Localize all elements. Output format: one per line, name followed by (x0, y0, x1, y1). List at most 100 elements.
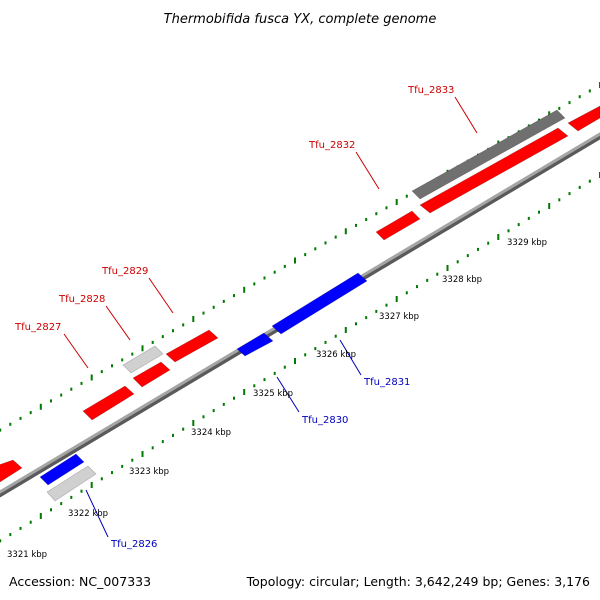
lower-tick (253, 384, 256, 388)
lower-tick (70, 495, 73, 499)
forward-gene-arrow (165, 329, 219, 363)
upper-tick (212, 305, 215, 309)
upper-tick (0, 428, 2, 432)
lower-tick (243, 389, 246, 395)
upper-tick (80, 381, 83, 385)
upper-tick (202, 311, 205, 315)
upper-tick (243, 286, 246, 293)
upper-tick (344, 228, 347, 235)
lower-tick (294, 358, 296, 364)
lower-tick (334, 334, 337, 338)
lower-tick (314, 347, 317, 351)
gene-block (411, 109, 566, 200)
lower-tick (50, 508, 52, 512)
gene-label: Tfu_2827 (14, 322, 61, 333)
ruler-label: 3326 kbp (316, 350, 356, 360)
upper-tick (9, 422, 12, 426)
upper-tick (558, 106, 561, 110)
forward-gene-arrow (132, 361, 171, 388)
lower-tick (446, 265, 449, 271)
lower-tick (588, 179, 591, 183)
lower-tick (304, 353, 307, 357)
upper-tick (233, 294, 235, 298)
upper-tick (334, 235, 337, 239)
gene-leader-line (355, 151, 380, 190)
upper-tick (548, 111, 551, 118)
lower-tick (192, 420, 195, 426)
gene-leader-line (85, 489, 109, 538)
gene-label: Tfu_2831 (363, 377, 410, 388)
lower-tick (263, 378, 266, 382)
upper-tick (304, 253, 307, 257)
upper-tick (365, 218, 368, 221)
lower-tick (182, 427, 185, 431)
reverse-gene-arrow (236, 332, 274, 357)
lower-tick (60, 502, 63, 506)
lower-tick (202, 415, 205, 419)
gene-label: Tfu_2828 (58, 294, 105, 305)
gene-label: Tfu_2829 (101, 266, 148, 277)
lower-tick (151, 446, 154, 450)
lower-tick (405, 291, 408, 295)
gene-features (0, 105, 600, 502)
lower-tick (578, 185, 581, 189)
upper-tick (161, 335, 164, 339)
lower-tick (548, 203, 551, 209)
lower-tick (172, 433, 174, 437)
upper-tick (283, 264, 286, 268)
upper-tick (578, 95, 581, 99)
reverse-gene-arrow (39, 453, 85, 486)
upper-tick (568, 101, 571, 105)
ruler-label: 3324 kbp (191, 428, 231, 438)
ruler-label: 3323 kbp (129, 467, 169, 477)
lower-tick (0, 539, 2, 543)
upper-tick (588, 89, 591, 93)
lower-tick (517, 223, 520, 227)
genome-summary-text: Topology: circular; Length: 3,642,249 bp… (246, 574, 590, 589)
lower-tick (477, 247, 479, 251)
lower-tick (487, 241, 490, 245)
forward-gene-arrow (567, 105, 600, 132)
lower-tick (100, 477, 103, 481)
ruler-label: 3329 kbp (507, 238, 547, 248)
gene-leader-line (148, 277, 174, 314)
lower-tick (111, 471, 113, 475)
upper-tick (50, 399, 52, 403)
lower-tick-track (0, 172, 600, 543)
upper-tick (29, 411, 32, 415)
lower-tick (436, 272, 439, 276)
ruler-label: 3325 kbp (253, 389, 293, 399)
upper-tick (141, 345, 144, 352)
gene-block (46, 465, 97, 502)
lower-tick (233, 396, 235, 400)
lower-tick (212, 409, 215, 413)
lower-tick (558, 198, 561, 202)
lower-tick (456, 260, 459, 264)
upper-tick (100, 370, 103, 374)
upper-tick (385, 206, 388, 210)
forward-gene-arrow (0, 459, 23, 483)
upper-tick (395, 199, 398, 205)
upper-tick (294, 257, 296, 264)
lower-tick (395, 296, 398, 302)
upper-tick (39, 403, 42, 410)
upper-tick (222, 299, 225, 303)
upper-tick (182, 323, 185, 327)
upper-tick (60, 393, 63, 397)
upper-tick (121, 358, 124, 362)
lower-tick (131, 458, 134, 462)
lower-tick (466, 254, 469, 258)
ruler-label: 3327 kbp (379, 312, 419, 322)
gene-leader-line (105, 305, 131, 341)
ruler-label: 3322 kbp (68, 509, 108, 519)
ruler-label: 3328 kbp (442, 275, 482, 285)
lower-tick (273, 371, 276, 375)
gene-leader-line (276, 376, 300, 413)
lower-tick (426, 278, 429, 282)
lower-tick (39, 513, 42, 519)
upper-tick (253, 282, 256, 286)
forward-gene-arrow (375, 210, 421, 241)
gene-leader-line (339, 339, 362, 376)
lower-tick (324, 340, 327, 344)
